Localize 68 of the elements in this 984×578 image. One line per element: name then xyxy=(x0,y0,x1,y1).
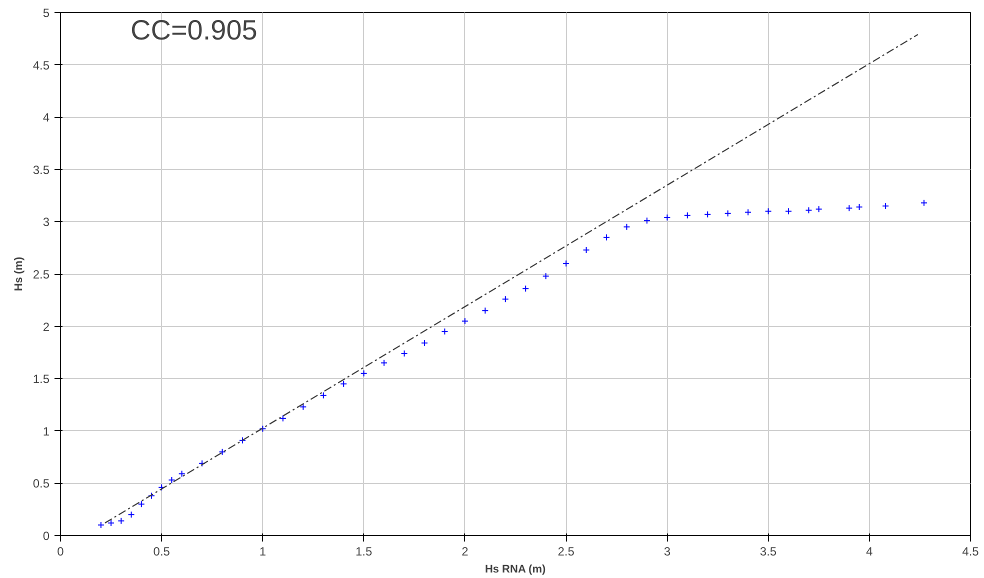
point xyxy=(300,403,307,410)
y-tick-label: 5 xyxy=(42,6,50,20)
point xyxy=(522,285,530,292)
point xyxy=(380,359,388,366)
point xyxy=(785,208,792,215)
point xyxy=(856,204,863,211)
point xyxy=(198,460,206,467)
x-tick-label: 3 xyxy=(664,544,671,558)
point xyxy=(138,500,145,508)
point xyxy=(97,522,104,529)
point xyxy=(178,470,186,478)
y-tick-label: 2.5 xyxy=(32,268,50,282)
x-tick-label: 1.5 xyxy=(355,544,372,558)
y-tick-label: 0 xyxy=(42,529,50,543)
point xyxy=(724,210,732,217)
point xyxy=(259,425,266,432)
point xyxy=(279,414,286,422)
point xyxy=(764,208,772,215)
point xyxy=(744,208,752,216)
y-tick-label: 3.5 xyxy=(32,162,50,177)
point xyxy=(168,476,176,484)
x-tick-label: 4 xyxy=(866,544,874,558)
point xyxy=(704,210,712,218)
point xyxy=(562,260,570,268)
point xyxy=(482,307,489,314)
x-tick-label: 1 xyxy=(259,544,266,558)
point xyxy=(340,380,348,388)
point xyxy=(815,206,822,213)
y-tick-label: 1.5 xyxy=(32,372,50,386)
x-tick-label: 0 xyxy=(57,544,64,558)
x-tick-label: 0.5 xyxy=(153,544,170,558)
x-tick-label: 3.5 xyxy=(760,544,777,558)
point xyxy=(846,204,853,212)
point xyxy=(603,234,610,241)
x-axis-title: Hs RNA (m) xyxy=(484,564,546,576)
point xyxy=(128,511,135,518)
point xyxy=(360,370,368,377)
point xyxy=(461,318,468,325)
point xyxy=(118,517,125,524)
x-tick-label: 2 xyxy=(462,544,469,558)
point xyxy=(684,212,691,219)
y-tick-label: 0.5 xyxy=(32,476,50,491)
annotation: CC=0.905 xyxy=(130,14,258,46)
point xyxy=(148,492,155,500)
point xyxy=(400,350,408,357)
point xyxy=(882,202,890,210)
point xyxy=(805,206,812,214)
y-tick-label: 1 xyxy=(42,424,50,438)
y-axis-title: Hs (m) xyxy=(12,256,25,292)
point xyxy=(441,328,448,336)
x-tick-label: 4.5 xyxy=(962,544,980,558)
point xyxy=(643,217,650,224)
y-tick-label: 3 xyxy=(42,215,50,230)
point xyxy=(582,246,590,254)
point xyxy=(239,436,246,444)
point xyxy=(623,223,630,230)
point xyxy=(920,199,928,206)
point xyxy=(108,519,115,526)
x-tick-label: 2.5 xyxy=(558,544,575,558)
point xyxy=(542,272,550,280)
point xyxy=(218,448,226,456)
point xyxy=(320,392,327,399)
y-tick-label: 4.5 xyxy=(32,58,50,72)
y-tick-label: 4 xyxy=(42,110,50,125)
point xyxy=(421,340,428,347)
point xyxy=(664,214,671,222)
y-tick-label: 2 xyxy=(42,320,50,334)
point xyxy=(502,296,509,303)
